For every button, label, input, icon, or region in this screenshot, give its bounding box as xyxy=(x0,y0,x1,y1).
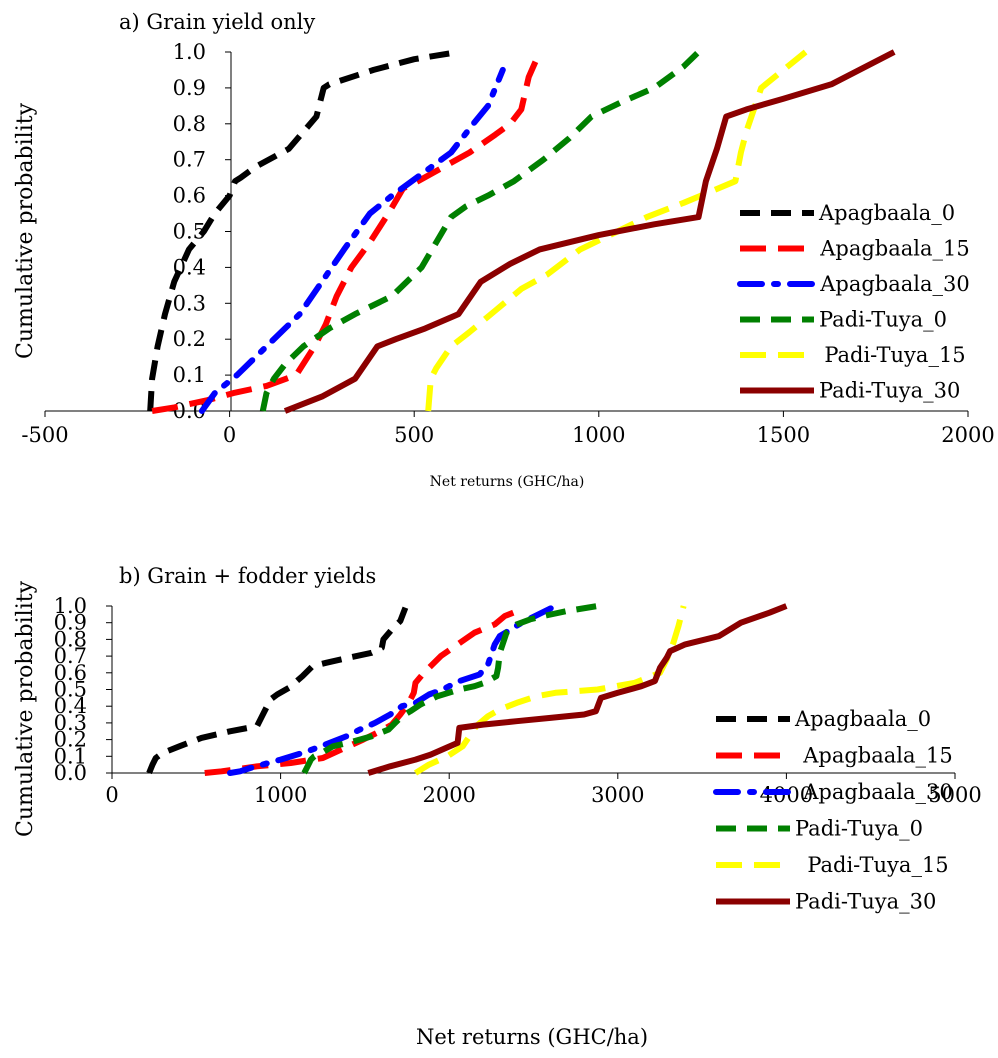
x-tick-label: 1000 xyxy=(572,423,625,447)
y-tick-label: 0.8 xyxy=(54,627,87,651)
legend-label: Apagbaala_0 xyxy=(818,201,955,225)
legend-label: Padi-Tuya_15 xyxy=(824,343,965,367)
legend-label: Apagbaala_15 xyxy=(802,744,953,768)
x-tick-label: 5000 xyxy=(928,783,981,807)
y-tick-label: 0.9 xyxy=(173,76,206,100)
y-tick-label: 1.0 xyxy=(173,40,206,64)
x-axis-label: Net returns (GHC/ha) xyxy=(416,1025,648,1049)
y-tick-label: 0.5 xyxy=(54,678,87,702)
legend-label: Padi-Tuya_30 xyxy=(819,379,960,403)
y-tick-label: 0.9 xyxy=(54,611,87,635)
series-line-padi-tuya-0 xyxy=(259,49,701,412)
series-line-padi-tuya-15 xyxy=(413,605,687,776)
y-tick-label: 0.3 xyxy=(173,291,206,315)
y-tick-label: 0.1 xyxy=(54,744,87,768)
x-tick-label: 1500 xyxy=(757,423,810,447)
panel-b-grain-fodder-yields: b) Grain + fodder yields Cumulative proba… xyxy=(13,564,982,1049)
y-tick-label: 0.1 xyxy=(173,363,206,387)
series-line-apagbaala-0 xyxy=(147,49,459,412)
x-tick-label: 500 xyxy=(394,423,434,447)
legend-label: Apagbaala_30 xyxy=(802,780,953,804)
legend-label: Padi-Tuya_30 xyxy=(795,890,936,914)
legend-label: Padi-Tuya_0 xyxy=(795,817,923,841)
x-axis-label: Net returns (GHC/ha) xyxy=(430,474,585,490)
x-tick-label: 0 xyxy=(105,783,118,807)
x-tick-label: 2000 xyxy=(422,783,475,807)
chart-title: a) Grain yield only xyxy=(119,10,315,34)
series-line-padi-tuya-30 xyxy=(367,603,788,776)
y-axis-label: Cumulative probability xyxy=(13,580,38,837)
series-line-apagbaala-15 xyxy=(151,50,543,414)
x-tick-label: -500 xyxy=(21,423,68,447)
y-tick-label: 0.2 xyxy=(54,728,87,752)
y-tick-label: 0.3 xyxy=(54,711,87,735)
y-tick-label: 0.8 xyxy=(173,112,206,136)
series-line-apagbaala-30 xyxy=(198,66,506,414)
y-tick-label: 0.0 xyxy=(54,761,87,785)
y-tick-label: 0.7 xyxy=(54,644,87,668)
legend-label: Apagbaala_0 xyxy=(794,707,931,731)
y-tick-label: 0.2 xyxy=(173,327,206,351)
legend-label: Padi-Tuya_0 xyxy=(819,308,947,332)
series-line-apagbaala-15 xyxy=(204,609,515,776)
y-tick-label: 0.6 xyxy=(54,661,87,685)
x-tick-label: 0 xyxy=(223,423,236,447)
x-tick-label: 2000 xyxy=(941,423,994,447)
series-line-padi-tuya-0 xyxy=(301,603,599,775)
chart-title: b) Grain + fodder yields xyxy=(119,564,376,588)
legend-label: Apagbaala_30 xyxy=(819,272,970,296)
x-tick-label: 1000 xyxy=(254,783,307,807)
y-tick-label: 0.4 xyxy=(54,694,87,718)
series-line-padi-tuya-30 xyxy=(283,49,896,414)
y-tick-label: 0.7 xyxy=(173,148,206,172)
legend-label: Padi-Tuya_15 xyxy=(807,853,948,877)
series-line-padi-tuya-15 xyxy=(425,49,808,412)
panel-a-grain-yield-only: a) Grain yield only Cumulative probabilit… xyxy=(13,10,995,490)
legend-label: Apagbaala_15 xyxy=(819,237,970,261)
x-tick-label: 3000 xyxy=(591,783,644,807)
series-line-apagbaala-30 xyxy=(227,604,555,776)
series-line-apagbaala-0 xyxy=(146,606,409,775)
y-axis-label: Cumulative probability xyxy=(13,102,38,359)
y-tick-label: 1.0 xyxy=(54,594,87,618)
y-tick-label: 0.6 xyxy=(173,184,206,208)
